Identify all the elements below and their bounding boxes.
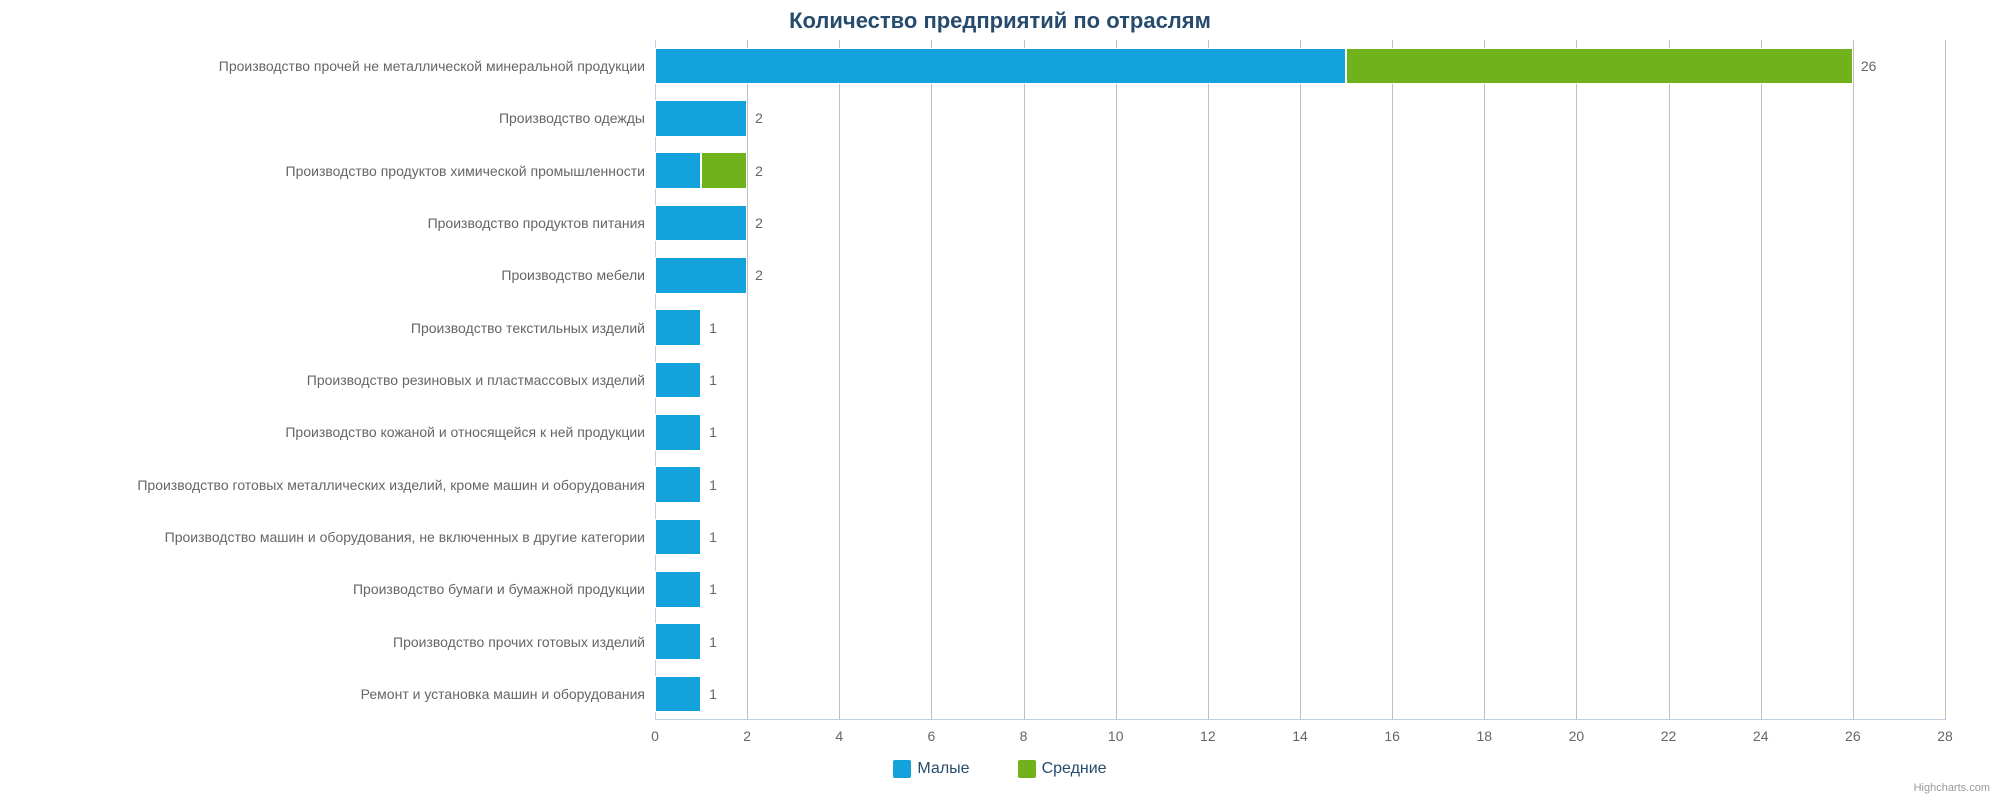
bar-segment[interactable]	[655, 414, 701, 451]
plot-area: 26 2 2 2 2 1 1 1 1 1 1 1 1	[655, 40, 1945, 720]
chart-container: Количество предприятий по отраслям 26222…	[0, 0, 2000, 800]
bar-segment[interactable]	[655, 519, 701, 556]
category-label: Производство резиновых и пластмассовых и…	[0, 372, 645, 388]
category-label: Производство продуктов питания	[0, 215, 645, 231]
legend-label: Средние	[1042, 760, 1107, 778]
bar-row	[655, 152, 1945, 189]
bar-row	[655, 309, 1945, 346]
total-label: 1	[709, 320, 717, 336]
bar-row	[655, 48, 1945, 85]
x-tick-label: 8	[1020, 728, 1028, 744]
bar-segment[interactable]	[655, 623, 701, 660]
bar-segment[interactable]	[655, 100, 747, 137]
x-axis-line	[655, 719, 1945, 720]
credit-link[interactable]: Highcharts.com	[1914, 782, 1990, 794]
total-label: 1	[709, 634, 717, 650]
total-label: 1	[709, 477, 717, 493]
category-label: Производство кожаной и относящейся к ней…	[0, 424, 645, 440]
category-label: Производство мебели	[0, 267, 645, 283]
bar-segment[interactable]	[655, 48, 1346, 85]
total-label: 2	[755, 267, 763, 283]
category-label: Производство прочих готовых изделий	[0, 634, 645, 650]
category-label: Производство продуктов химической промыш…	[0, 163, 645, 179]
total-label: 2	[755, 215, 763, 231]
bar-segment[interactable]	[701, 152, 747, 189]
bar-row	[655, 676, 1945, 713]
category-label: Производство бумаги и бумажной продукции	[0, 581, 645, 597]
bar-row	[655, 466, 1945, 503]
bar-row	[655, 257, 1945, 294]
total-label: 1	[709, 581, 717, 597]
legend-label: Малые	[917, 760, 969, 778]
category-label: Производство машин и оборудования, не вк…	[0, 529, 645, 545]
x-tick-label: 24	[1753, 728, 1769, 744]
bar-segment[interactable]	[655, 205, 747, 242]
total-label: 2	[755, 110, 763, 126]
x-tick-label: 12	[1200, 728, 1216, 744]
category-label: Производство одежды	[0, 110, 645, 126]
x-tick-label: 22	[1661, 728, 1677, 744]
bar-row	[655, 414, 1945, 451]
x-tick-label: 6	[928, 728, 936, 744]
legend-item[interactable]: Малые	[893, 760, 969, 778]
x-tick-label: 14	[1292, 728, 1308, 744]
total-label: 1	[709, 372, 717, 388]
x-tick-label: 20	[1569, 728, 1585, 744]
total-label: 2	[755, 163, 763, 179]
x-tick-label: 2	[743, 728, 751, 744]
bar-row	[655, 100, 1945, 137]
x-tick-label: 10	[1108, 728, 1124, 744]
bar-row	[655, 571, 1945, 608]
legend-item[interactable]: Средние	[1018, 760, 1107, 778]
bar-row	[655, 623, 1945, 660]
category-label: Производство прочей не металлической мин…	[0, 58, 645, 74]
bar-segment[interactable]	[1346, 48, 1853, 85]
legend: Малые Средние	[0, 760, 2000, 778]
x-tick-label: 26	[1845, 728, 1861, 744]
bar-row	[655, 362, 1945, 399]
grid-line	[1945, 40, 1946, 720]
x-tick-label: 4	[835, 728, 843, 744]
legend-swatch	[893, 760, 911, 778]
bar-segment[interactable]	[655, 362, 701, 399]
total-label: 26	[1861, 58, 1877, 74]
bar-segment[interactable]	[655, 309, 701, 346]
bar-segment[interactable]	[655, 466, 701, 503]
bar-segment[interactable]	[655, 152, 701, 189]
category-label: Производство готовых металлических издел…	[0, 477, 645, 493]
x-tick-label: 16	[1384, 728, 1400, 744]
bar-row	[655, 519, 1945, 556]
x-tick-label: 28	[1937, 728, 1953, 744]
bar-segment[interactable]	[655, 571, 701, 608]
bar-row	[655, 205, 1945, 242]
total-label: 1	[709, 686, 717, 702]
total-label: 1	[709, 424, 717, 440]
category-label: Ремонт и установка машин и оборудования	[0, 686, 645, 702]
legend-swatch	[1018, 760, 1036, 778]
bar-segment[interactable]	[655, 257, 747, 294]
x-tick-label: 0	[651, 728, 659, 744]
total-label: 1	[709, 529, 717, 545]
bar-segment[interactable]	[655, 676, 701, 713]
chart-title: Количество предприятий по отраслям	[0, 8, 2000, 34]
category-label: Производство текстильных изделий	[0, 320, 645, 336]
x-tick-label: 18	[1476, 728, 1492, 744]
